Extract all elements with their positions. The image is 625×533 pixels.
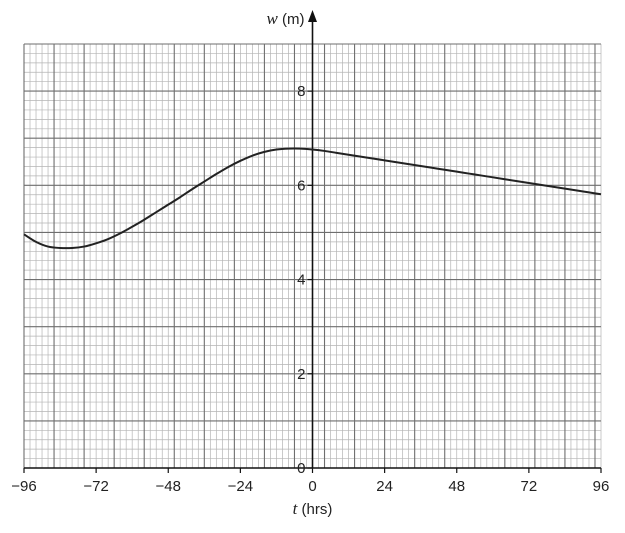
y-axis-variable: w — [267, 9, 279, 28]
x-tick-label: 96 — [593, 478, 610, 495]
y-tick-label: 6 — [297, 177, 305, 194]
y-tick-label: 0 — [297, 460, 305, 477]
x-tick-label: −48 — [156, 478, 181, 495]
y-tick-label: 8 — [297, 83, 305, 100]
x-tick-label: −24 — [228, 478, 253, 495]
y-axis-arrow-icon — [308, 10, 317, 22]
x-axis-label: t (hrs) — [293, 499, 333, 518]
x-tick-label: 0 — [308, 478, 316, 495]
y-axis-label: w (m) — [267, 9, 305, 28]
x-tick-label: 48 — [448, 478, 465, 495]
x-axis-unit: (hrs) — [297, 501, 332, 518]
series-layer — [23, 147, 602, 250]
x-tick-label: 24 — [376, 478, 393, 495]
x-tick-label: 72 — [521, 478, 538, 495]
tick-marks — [23, 90, 602, 473]
y-axis-unit: (m) — [278, 11, 305, 28]
series-line — [23, 147, 602, 250]
y-tick-label: 2 — [297, 366, 305, 383]
x-axis-variable: t — [293, 499, 299, 518]
x-tick-label: −72 — [83, 478, 108, 495]
y-tick-label: 4 — [297, 272, 305, 289]
x-tick-label: −96 — [11, 478, 36, 495]
